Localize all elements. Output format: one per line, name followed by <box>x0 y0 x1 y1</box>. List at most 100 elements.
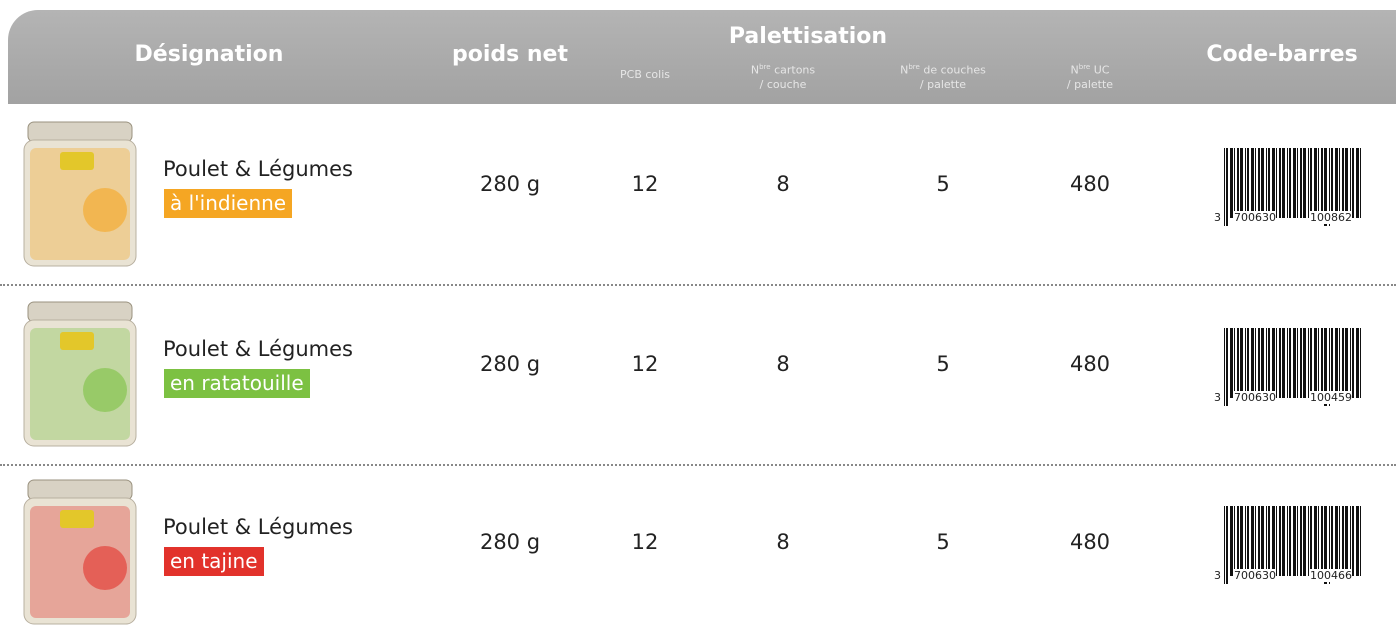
bar <box>1234 148 1235 218</box>
bar <box>1300 506 1302 576</box>
barcode-digits-right: 100459 <box>1310 391 1352 404</box>
line2: / palette <box>1067 78 1113 91</box>
bar <box>1279 148 1281 218</box>
line1: de couches <box>923 64 986 77</box>
bar <box>1245 328 1246 398</box>
bar <box>1308 148 1309 218</box>
bar <box>1339 148 1340 218</box>
poids-net: 280 g <box>480 172 540 196</box>
bar <box>1268 328 1270 398</box>
bar <box>1272 328 1275 398</box>
pcb-colis: 12 <box>632 352 659 376</box>
bar <box>1240 506 1243 576</box>
barcode-digit-first: 3 <box>1214 391 1221 404</box>
bar <box>1342 148 1344 218</box>
bar <box>1342 506 1344 576</box>
bar <box>1360 328 1361 398</box>
bar <box>1261 506 1264 576</box>
bar <box>1230 148 1233 218</box>
jar-svg <box>20 478 140 628</box>
couches-palette: 5 <box>936 530 949 554</box>
bar <box>1293 328 1296 398</box>
product-jar <box>20 300 140 454</box>
bar <box>1279 328 1281 398</box>
bar <box>1240 148 1243 218</box>
cartons-couche: 8 <box>776 172 789 196</box>
bar <box>1287 506 1288 576</box>
bar <box>1245 148 1246 218</box>
bar <box>1282 328 1285 398</box>
jar-svg <box>20 300 140 450</box>
bar <box>1321 506 1323 576</box>
bar <box>1314 148 1317 218</box>
header-poids: poids net <box>452 42 568 67</box>
bar <box>1282 506 1285 576</box>
bar <box>1255 506 1256 576</box>
bar <box>1335 328 1338 398</box>
uc-palette: 480 <box>1070 352 1110 376</box>
bar <box>1230 328 1233 398</box>
bar <box>1339 328 1340 398</box>
bar <box>1297 328 1298 398</box>
bar <box>1279 506 1281 576</box>
jar-svg <box>20 120 140 270</box>
line1: UC <box>1094 64 1110 77</box>
bar <box>1240 328 1243 398</box>
line2: / couche <box>760 78 807 91</box>
bar <box>1356 328 1359 398</box>
bar <box>1350 506 1351 576</box>
bar <box>1314 506 1317 576</box>
bar <box>1266 328 1267 398</box>
bar <box>1289 328 1291 398</box>
bar <box>1335 148 1338 218</box>
bar <box>1350 148 1351 218</box>
bar <box>1303 506 1306 576</box>
bar <box>1276 328 1277 398</box>
bar <box>1321 328 1323 398</box>
product-jar <box>20 120 140 274</box>
n-label: N <box>751 64 759 77</box>
bar <box>1321 148 1323 218</box>
bar <box>1318 506 1319 576</box>
bar <box>1234 506 1235 576</box>
header-uc: Nbre UC/ palette <box>1067 60 1113 92</box>
bar <box>1297 506 1298 576</box>
bar <box>1247 506 1249 576</box>
bar <box>1245 506 1246 576</box>
bar <box>1266 148 1267 218</box>
uc-palette: 480 <box>1070 530 1110 554</box>
bar <box>1226 148 1228 226</box>
bar <box>1261 148 1264 218</box>
pcb-colis: 12 <box>632 172 659 196</box>
bar <box>1318 328 1319 398</box>
bar <box>1230 506 1233 576</box>
bar <box>1287 148 1288 218</box>
bar <box>1310 148 1312 218</box>
bar <box>1276 148 1277 218</box>
bar <box>1293 506 1296 576</box>
bar <box>1224 148 1225 226</box>
n-sup: bre <box>1079 63 1090 71</box>
bar <box>1352 328 1354 398</box>
row-separator <box>0 284 1396 286</box>
product-variant: à l'indienne <box>164 189 292 218</box>
poids-net: 280 g <box>480 530 540 554</box>
bar <box>1293 148 1296 218</box>
pcb-colis: 12 <box>632 530 659 554</box>
barcode-digit-first: 3 <box>1214 211 1221 224</box>
header-couches: Nbre de couches/ palette <box>900 60 986 92</box>
product-name: Poulet & Légumes <box>163 337 353 361</box>
barcode-digit-first: 3 <box>1214 569 1221 582</box>
header-designation: Désignation <box>135 42 284 67</box>
header-palettisation: Palettisation <box>729 24 887 49</box>
bar <box>1272 148 1275 218</box>
bar <box>1237 506 1239 576</box>
bar <box>1303 328 1306 398</box>
bar <box>1339 506 1340 576</box>
line2: / palette <box>920 78 966 91</box>
bar <box>1352 148 1354 218</box>
couches-palette: 5 <box>936 352 949 376</box>
barcode-digits-left: 700630 <box>1234 569 1276 582</box>
bar <box>1310 506 1312 576</box>
bar <box>1303 148 1306 218</box>
